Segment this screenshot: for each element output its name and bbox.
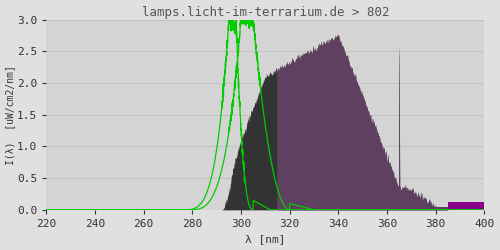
X-axis label: λ [nm]: λ [nm] xyxy=(245,234,286,244)
Y-axis label: I(λ)  [uW/cm2/nm]: I(λ) [uW/cm2/nm] xyxy=(6,65,16,165)
Title: lamps.licht-im-terrarium.de > 802: lamps.licht-im-terrarium.de > 802 xyxy=(142,6,389,18)
